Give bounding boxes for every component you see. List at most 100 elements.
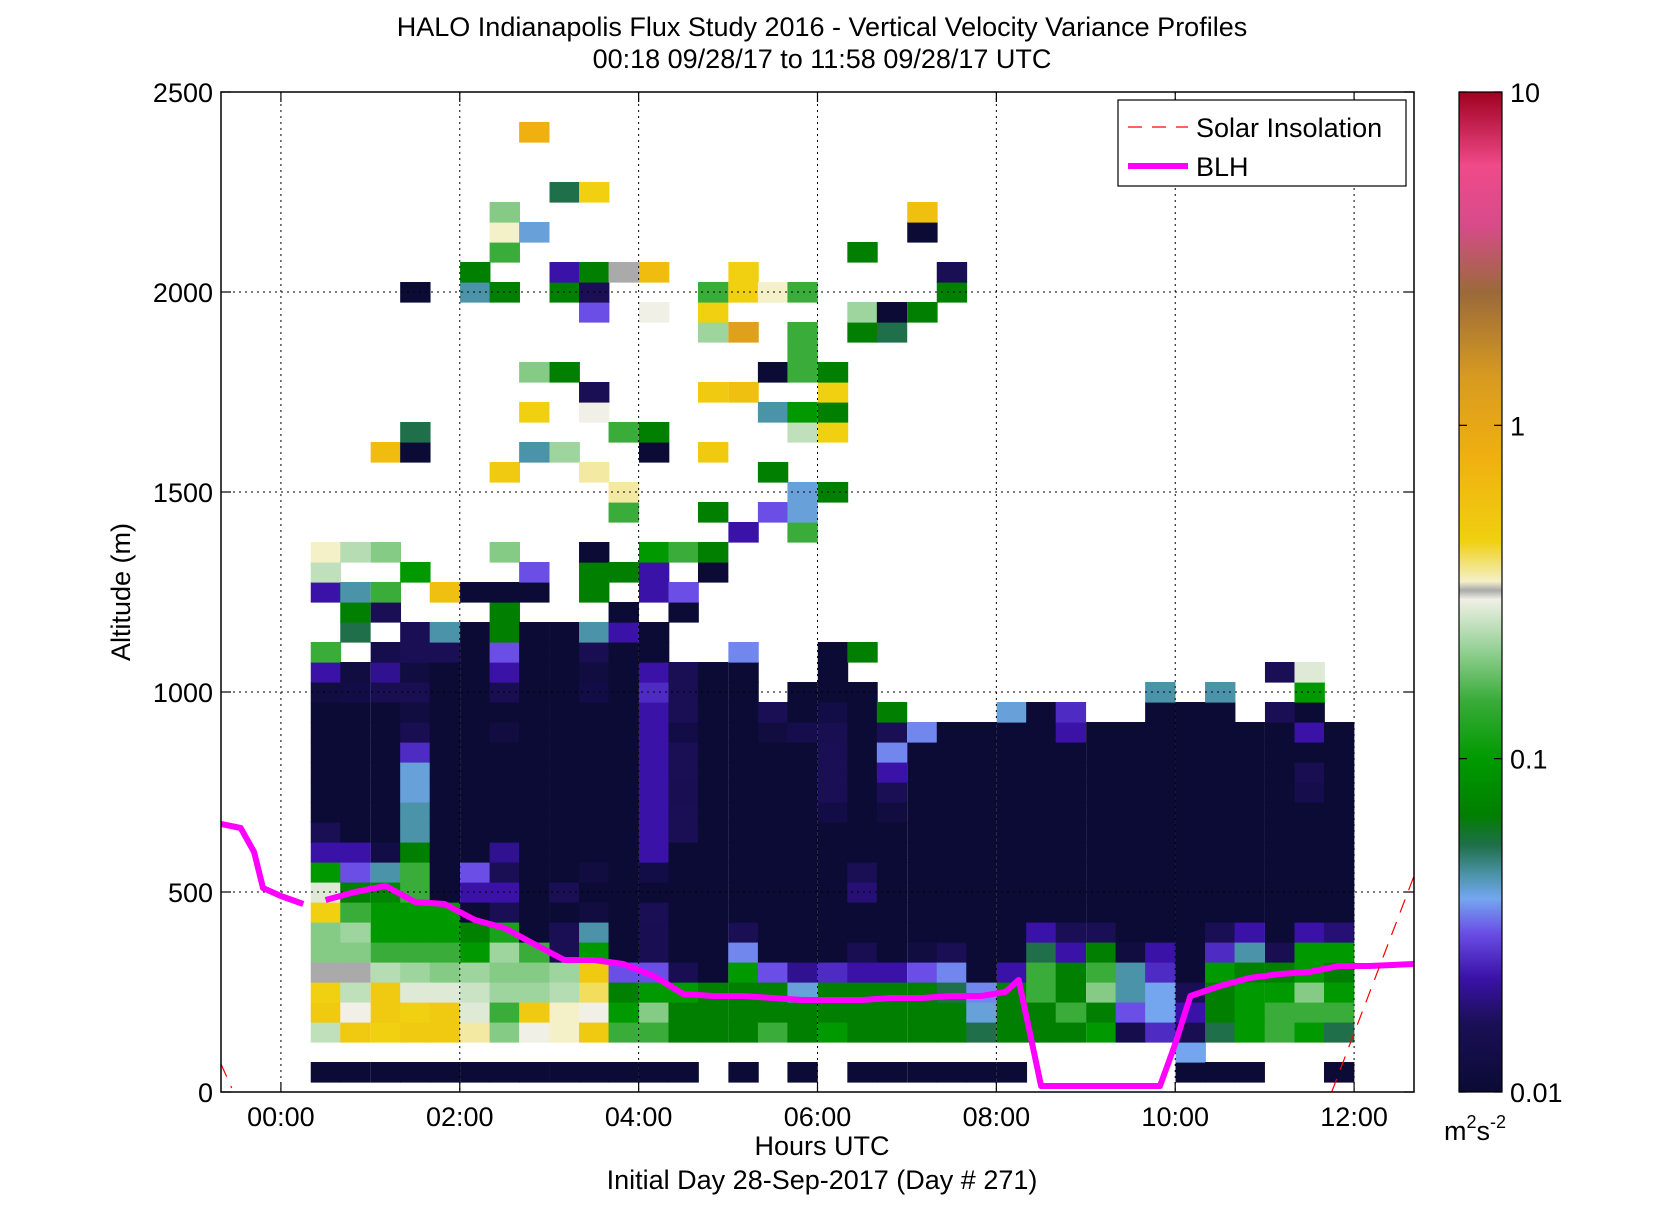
y-tick-label: 0 [198,1078,213,1108]
heatmap-cell [787,482,818,503]
colorbar-unit-s: s [1477,1116,1491,1146]
heatmap-cell [966,742,997,763]
heatmap-cell [966,1022,997,1043]
heatmap-cell [489,242,520,263]
heatmap-cell [310,782,342,803]
heatmap-cell [549,742,580,763]
heatmap-cell [1234,942,1265,963]
heatmap-cell [608,262,639,283]
heatmap-cell [579,842,610,863]
heatmap-cell [1115,822,1146,843]
heatmap-cell [370,1022,402,1043]
heatmap-cell [787,1022,818,1043]
heatmap-cell [907,1002,938,1023]
heatmap-cell [1323,1002,1355,1023]
heatmap-cell [787,502,818,523]
heatmap-cell [489,602,520,623]
heatmap-cell [936,842,968,863]
heatmap-cell [460,922,491,943]
heatmap-cell [996,802,1028,823]
heatmap-cell [728,762,759,783]
heatmap-cell [370,542,402,563]
heatmap-cell [370,722,402,743]
heatmap-cell [817,702,849,723]
heatmap-cell [549,782,580,803]
heatmap-cell [638,1062,670,1083]
heatmap-cell [697,862,729,883]
heatmap-cell [728,862,759,883]
heatmap-cell [608,862,639,883]
heatmap-cell [728,822,759,843]
heatmap-cell [757,362,789,383]
heatmap-cell [608,842,639,863]
x-tick-label: 12:00 [1320,1102,1388,1132]
heatmap-cell [340,982,371,1003]
heatmap-cell [549,982,580,1003]
heatmap-cell [1086,1002,1117,1023]
heatmap-cell [1115,882,1146,903]
heatmap-cell [370,702,402,723]
x-axis-label: Hours UTC [754,1131,889,1161]
heatmap-cell [400,962,431,983]
heatmap-cell [847,742,878,763]
heatmap-cell [1323,1062,1355,1083]
heatmap-cell [340,862,371,883]
heatmap-cell [519,862,550,883]
heatmap-cell [1234,982,1265,1003]
heatmap-cell [519,582,550,603]
heatmap-cell [697,502,729,523]
heatmap-cell [1115,942,1146,963]
heatmap-cell [1234,922,1265,943]
heatmap-cell [907,882,938,903]
heatmap-cell [608,782,639,803]
heatmap-cell [310,942,342,963]
heatmap-cell [579,262,610,283]
heatmap-cell [1294,822,1325,843]
heatmap-cell [549,622,580,643]
heatmap-cell [728,702,759,723]
footer-label: Initial Day 28-Sep-2017 (Day # 271) [607,1165,1038,1195]
heatmap-cell [460,962,491,983]
heatmap-cell [1026,782,1057,803]
heatmap-cell [1115,722,1146,743]
heatmap-cell [638,642,670,663]
heatmap-cell [847,322,878,343]
heatmap-cell [1323,902,1355,923]
heatmap-cell [310,642,342,663]
heatmap-cell [608,982,639,1003]
heatmap-cell [638,582,670,603]
heatmap-cell [668,822,699,843]
legend-label-blh: BLH [1196,152,1249,182]
heatmap-cell [787,922,818,943]
heatmap-cell [579,902,610,923]
heatmap-cell [1205,842,1236,863]
heatmap-cell [310,722,342,743]
heatmap-cell [429,742,461,763]
heatmap-cell [340,822,371,843]
heatmap-cell [668,742,699,763]
heatmap-cell [549,902,580,923]
heatmap-cell [638,702,670,723]
heatmap-cell [668,922,699,943]
heatmap-cell [728,902,759,923]
heatmap-cell [310,862,342,883]
heatmap-cell [608,1002,639,1023]
heatmap-cell [668,662,699,683]
heatmap-cell [549,802,580,823]
heatmap-cell [310,802,342,823]
heatmap-cell [400,642,431,663]
heatmap-cell [817,802,849,823]
heatmap-cell [847,862,878,883]
heatmap-cell [1323,742,1355,763]
heatmap-cell [697,662,729,683]
heatmap-cell [429,922,461,943]
legend-label-solar: Solar Insolation [1196,113,1382,143]
heatmap-cell [310,742,342,763]
heatmap-cell [579,702,610,723]
heatmap-cell [1026,942,1057,963]
heatmap-cell [966,782,997,803]
colorbar-tick-label: 1 [1510,411,1525,441]
heatmap-cell [876,742,908,763]
heatmap-cell [1323,802,1355,823]
heatmap-cell [817,822,849,843]
